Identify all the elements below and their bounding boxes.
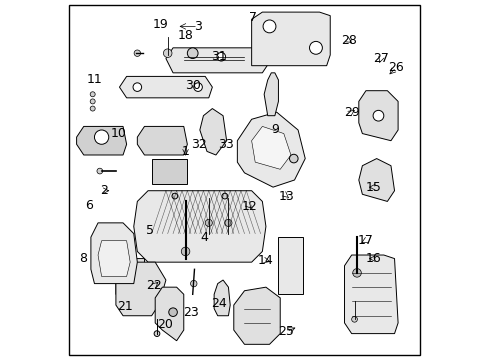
Text: 26: 26 (387, 61, 404, 74)
Text: 2: 2 (100, 184, 108, 197)
Circle shape (172, 193, 177, 199)
Circle shape (181, 247, 189, 256)
Circle shape (90, 92, 95, 97)
Polygon shape (155, 287, 183, 341)
Circle shape (222, 193, 227, 199)
Polygon shape (264, 73, 278, 116)
Text: 14: 14 (257, 254, 272, 267)
Text: 5: 5 (145, 224, 154, 237)
Text: 17: 17 (357, 234, 372, 247)
Text: 27: 27 (372, 52, 388, 65)
Polygon shape (77, 126, 126, 155)
Polygon shape (116, 262, 165, 316)
Circle shape (352, 269, 361, 277)
Circle shape (94, 130, 108, 144)
Circle shape (193, 83, 202, 91)
Text: 32: 32 (191, 138, 206, 151)
Circle shape (217, 53, 225, 61)
Polygon shape (134, 191, 265, 262)
Bar (278, 237, 303, 294)
Text: 10: 10 (111, 127, 126, 140)
Polygon shape (116, 258, 144, 294)
Text: 21: 21 (117, 300, 132, 313)
Polygon shape (237, 112, 305, 187)
Text: 25: 25 (278, 325, 294, 338)
Circle shape (205, 219, 212, 226)
Text: 4: 4 (200, 231, 208, 244)
Circle shape (133, 83, 142, 91)
Text: 18: 18 (177, 29, 193, 42)
Text: 23: 23 (183, 306, 199, 319)
Circle shape (97, 168, 102, 174)
Polygon shape (233, 287, 280, 344)
Text: 11: 11 (86, 73, 102, 86)
Text: 16: 16 (365, 252, 381, 265)
Text: 33: 33 (218, 138, 233, 151)
Circle shape (90, 106, 95, 111)
Circle shape (187, 48, 198, 59)
Circle shape (372, 111, 383, 121)
Text: 1: 1 (181, 145, 189, 158)
Text: 3: 3 (194, 20, 202, 33)
Circle shape (154, 331, 160, 337)
Circle shape (263, 20, 275, 33)
Polygon shape (91, 223, 137, 284)
Polygon shape (137, 126, 187, 155)
Text: 13: 13 (278, 190, 294, 203)
Bar (151, 158, 187, 184)
Polygon shape (358, 91, 397, 141)
Text: 8: 8 (79, 252, 87, 265)
Circle shape (289, 154, 298, 163)
Polygon shape (119, 76, 212, 98)
Circle shape (309, 41, 322, 54)
Text: 31: 31 (210, 50, 226, 63)
Text: 7: 7 (249, 11, 257, 24)
Polygon shape (344, 255, 397, 334)
Text: 9: 9 (270, 123, 278, 136)
Polygon shape (358, 158, 394, 202)
Text: 30: 30 (185, 79, 201, 92)
Text: 20: 20 (157, 318, 173, 331)
Polygon shape (165, 48, 269, 73)
Circle shape (168, 308, 177, 316)
Circle shape (134, 50, 140, 57)
Text: 28: 28 (340, 34, 356, 47)
Circle shape (224, 219, 231, 226)
Polygon shape (214, 280, 230, 316)
Circle shape (90, 99, 95, 104)
Polygon shape (251, 126, 290, 169)
Polygon shape (251, 12, 329, 66)
Text: 19: 19 (152, 18, 168, 31)
Text: 12: 12 (242, 200, 257, 213)
Polygon shape (98, 241, 130, 276)
Polygon shape (200, 109, 226, 155)
Text: 29: 29 (343, 105, 359, 119)
Circle shape (190, 280, 197, 287)
Text: 24: 24 (210, 297, 226, 310)
Circle shape (163, 49, 172, 58)
Text: 22: 22 (146, 279, 162, 292)
Circle shape (351, 316, 357, 322)
Text: 6: 6 (85, 198, 93, 212)
Text: 15: 15 (365, 181, 381, 194)
